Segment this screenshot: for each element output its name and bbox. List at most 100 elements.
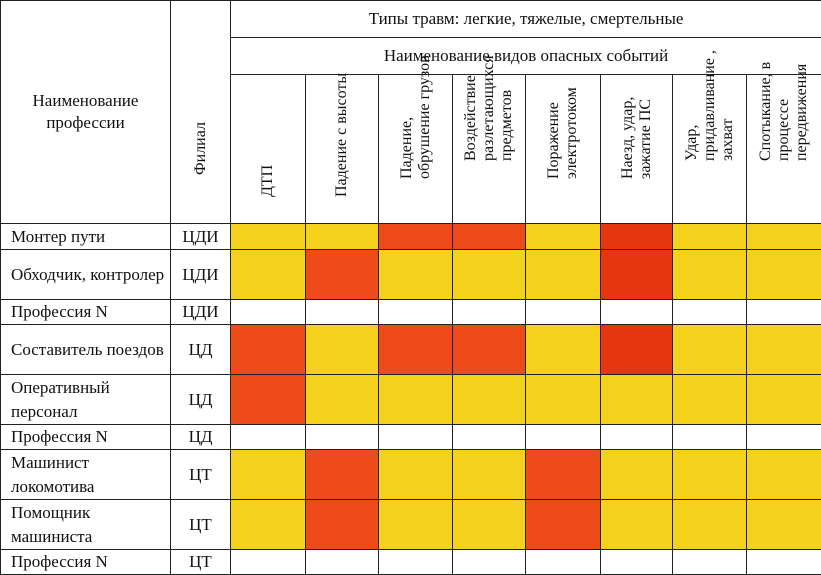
risk-cell — [601, 450, 673, 500]
risk-cell — [673, 450, 747, 500]
risk-cell — [601, 425, 673, 450]
risk-cell — [306, 224, 379, 250]
event-header: ДТП — [231, 75, 306, 224]
event-header-label: Наезд, удар, зажатие ПС — [619, 39, 655, 179]
risk-cell — [601, 250, 673, 300]
risk-cell — [231, 300, 306, 325]
risk-cell — [747, 224, 821, 250]
risk-cell — [601, 300, 673, 325]
risk-cell — [453, 300, 526, 325]
risk-cell — [453, 224, 526, 250]
risk-cell — [379, 250, 453, 300]
risk-cell — [673, 250, 747, 300]
profession-cell: Машинист локомотива — [1, 450, 171, 500]
branch-cell: ЦДИ — [171, 224, 231, 250]
risk-cell — [231, 250, 306, 300]
event-header-label: Удар, придавливание , захват — [683, 21, 737, 161]
event-header: Воздействие разлетающихся предметов — [453, 75, 526, 224]
risk-cell — [526, 450, 601, 500]
risk-cell — [453, 375, 526, 425]
risk-cell — [673, 500, 747, 550]
branch-header: Филиал — [171, 1, 231, 224]
event-header: Падение с высоты — [306, 75, 379, 224]
event-header-label: Воздействие разлетающихся предметов — [462, 21, 516, 161]
profession-cell: Помощник машиниста — [1, 500, 171, 550]
risk-cell — [306, 425, 379, 450]
risk-cell — [453, 500, 526, 550]
risk-cell — [601, 325, 673, 375]
risk-cell — [379, 325, 453, 375]
branch-header-label: Филиал — [192, 122, 210, 175]
risk-cell — [306, 325, 379, 375]
risk-cell — [526, 250, 601, 300]
risk-cell — [673, 325, 747, 375]
risk-cell — [306, 500, 379, 550]
risk-cell — [747, 300, 821, 325]
branch-cell: ЦТ — [171, 450, 231, 500]
risk-cell — [673, 375, 747, 425]
risk-cell — [673, 425, 747, 450]
branch-cell: ЦД — [171, 375, 231, 425]
risk-cell — [526, 375, 601, 425]
profession-cell: Профессия N — [1, 300, 171, 325]
risk-cell — [747, 425, 821, 450]
profession-cell: Монтер пути — [1, 224, 171, 250]
risk-cell — [306, 300, 379, 325]
risk-cell — [453, 325, 526, 375]
risk-cell — [453, 450, 526, 500]
branch-cell: ЦДИ — [171, 300, 231, 325]
risk-cell — [231, 325, 306, 375]
risk-cell — [453, 250, 526, 300]
event-header: Падение, обрушение грузов — [379, 75, 453, 224]
branch-cell: ЦД — [171, 425, 231, 450]
risk-cell — [526, 425, 601, 450]
branch-cell: ЦД — [171, 325, 231, 375]
risk-cell — [747, 250, 821, 300]
risk-cell — [379, 450, 453, 500]
risk-cell — [306, 250, 379, 300]
event-header-label: Падение, обрушение грузов — [398, 39, 434, 179]
branch-cell: ЦДИ — [171, 250, 231, 300]
event-header: Наезд, удар, зажатие ПС — [601, 75, 673, 224]
risk-cell — [231, 224, 306, 250]
risk-cell — [673, 300, 747, 325]
risk-cell — [231, 375, 306, 425]
risk-cell — [453, 425, 526, 450]
risk-cell — [379, 500, 453, 550]
risk-cell — [379, 375, 453, 425]
event-header-label: Поражение электротоком — [545, 39, 581, 179]
event-header: Удар, придавливание , захват — [673, 75, 747, 224]
risk-cell — [306, 450, 379, 500]
event-header-label: Спотыкание, в процессе передвижения — [757, 21, 811, 161]
profession-cell: Обходчик, контролер — [1, 250, 171, 300]
risk-cell — [379, 425, 453, 450]
risk-cell — [747, 325, 821, 375]
risk-cell — [526, 224, 601, 250]
risk-cell — [601, 375, 673, 425]
risk-cell — [231, 425, 306, 450]
risk-cell — [379, 224, 453, 250]
risk-cell — [747, 500, 821, 550]
profession-cell: Составитель поездов — [1, 325, 171, 375]
risk-cell — [601, 224, 673, 250]
branch-cell: ЦТ — [171, 500, 231, 550]
event-header-label: Падение с высоты — [333, 57, 351, 197]
risk-cell — [526, 500, 601, 550]
risk-cell — [231, 500, 306, 550]
risk-cell — [747, 450, 821, 500]
risk-cell — [526, 325, 601, 375]
risk-cell — [747, 375, 821, 425]
event-header: Поражение электротоком — [526, 75, 601, 224]
risk-cell — [231, 450, 306, 500]
profession-cell: Профессия N — [1, 425, 171, 450]
risk-cell — [306, 375, 379, 425]
